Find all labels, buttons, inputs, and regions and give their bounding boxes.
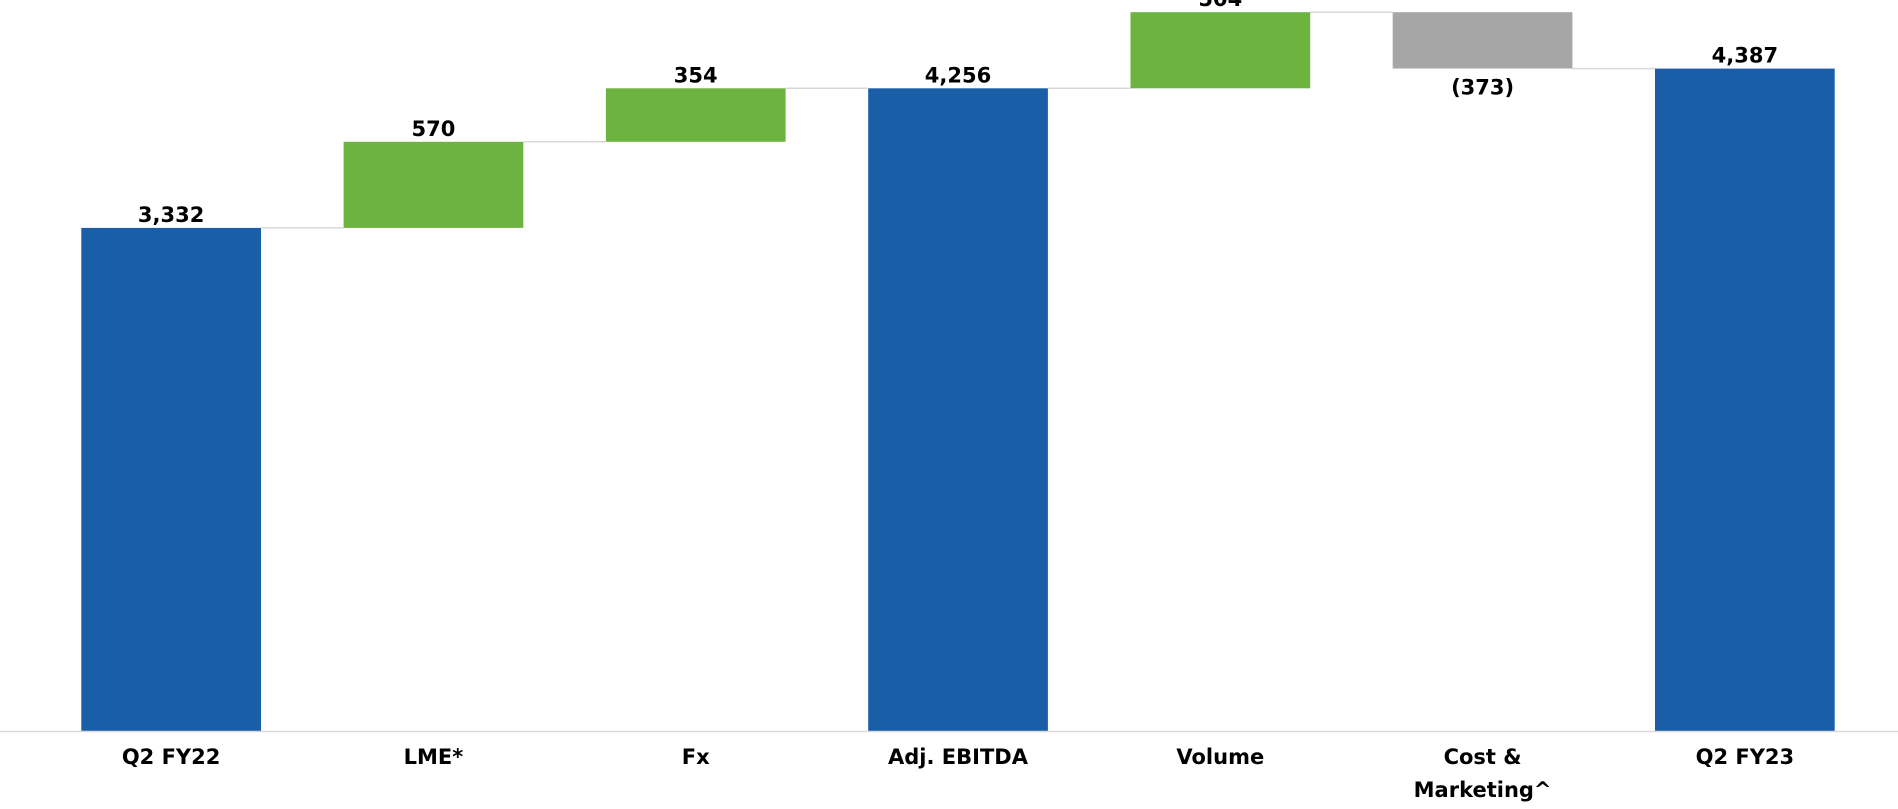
bar-fx bbox=[605, 88, 786, 142]
category-label: Q2 FY23 bbox=[1696, 745, 1795, 769]
value-label: (373) bbox=[1451, 76, 1514, 100]
value-label: 570 bbox=[411, 117, 455, 141]
category-label: Adj. EBITDA bbox=[888, 745, 1029, 769]
value-label: 4,387 bbox=[1712, 44, 1778, 68]
bar-adj-ebitda bbox=[868, 88, 1048, 732]
value-labels: 3,332 570 354 4,256 504 (373) 4,387 bbox=[138, 0, 1778, 227]
category-label: Cost & Marketing^ bbox=[1414, 745, 1552, 802]
value-label: 504 bbox=[1198, 0, 1242, 11]
category-label: Q2 FY22 bbox=[122, 745, 221, 769]
value-label: 3,332 bbox=[138, 203, 204, 227]
bar-lme bbox=[343, 141, 524, 228]
value-label: 354 bbox=[674, 63, 718, 87]
connector-lines bbox=[261, 11, 1655, 229]
bar-q2-fy22 bbox=[81, 227, 261, 731]
category-label: Volume bbox=[1176, 745, 1264, 769]
bars bbox=[81, 12, 1835, 732]
category-labels: Q2 FY22 LME* Fx Adj. EBITDA Volume Cost & Mark… bbox=[122, 745, 1794, 802]
value-label: 4,256 bbox=[925, 63, 991, 87]
bar-q2-fy23 bbox=[1655, 68, 1835, 732]
bar-volume bbox=[1130, 12, 1311, 89]
category-label: LME* bbox=[404, 745, 464, 769]
category-label: Fx bbox=[682, 745, 710, 769]
bar-cost-marketing bbox=[1392, 12, 1573, 69]
